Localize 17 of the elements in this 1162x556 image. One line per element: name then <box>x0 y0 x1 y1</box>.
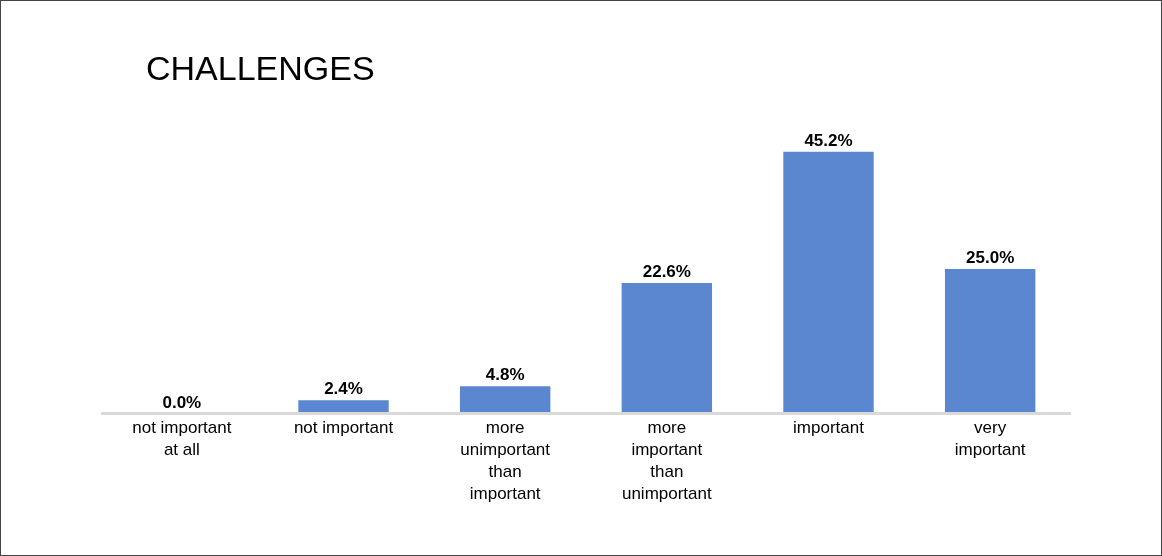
bar <box>783 151 874 415</box>
data-label: 45.2% <box>804 130 853 150</box>
bar <box>944 269 1036 415</box>
x-tick-label: more unimportant than important <box>460 418 551 504</box>
data-label: 4.8% <box>485 365 525 385</box>
data-label: 22.6% <box>642 261 691 281</box>
data-label: 0.0% <box>162 393 202 412</box>
x-tick-label: important <box>793 418 865 437</box>
chart-title: CHALLENGES <box>146 49 375 88</box>
x-tick-label: not important at all <box>132 418 232 460</box>
bar <box>459 386 551 415</box>
bar <box>621 283 713 415</box>
data-label: 25.0% <box>966 247 1015 267</box>
x-tick-label: more important than unimportant <box>621 418 712 504</box>
x-tick-label: very important <box>954 418 1026 460</box>
x-tick-label: not important <box>293 418 394 437</box>
data-label: 2.4% <box>324 379 363 399</box>
